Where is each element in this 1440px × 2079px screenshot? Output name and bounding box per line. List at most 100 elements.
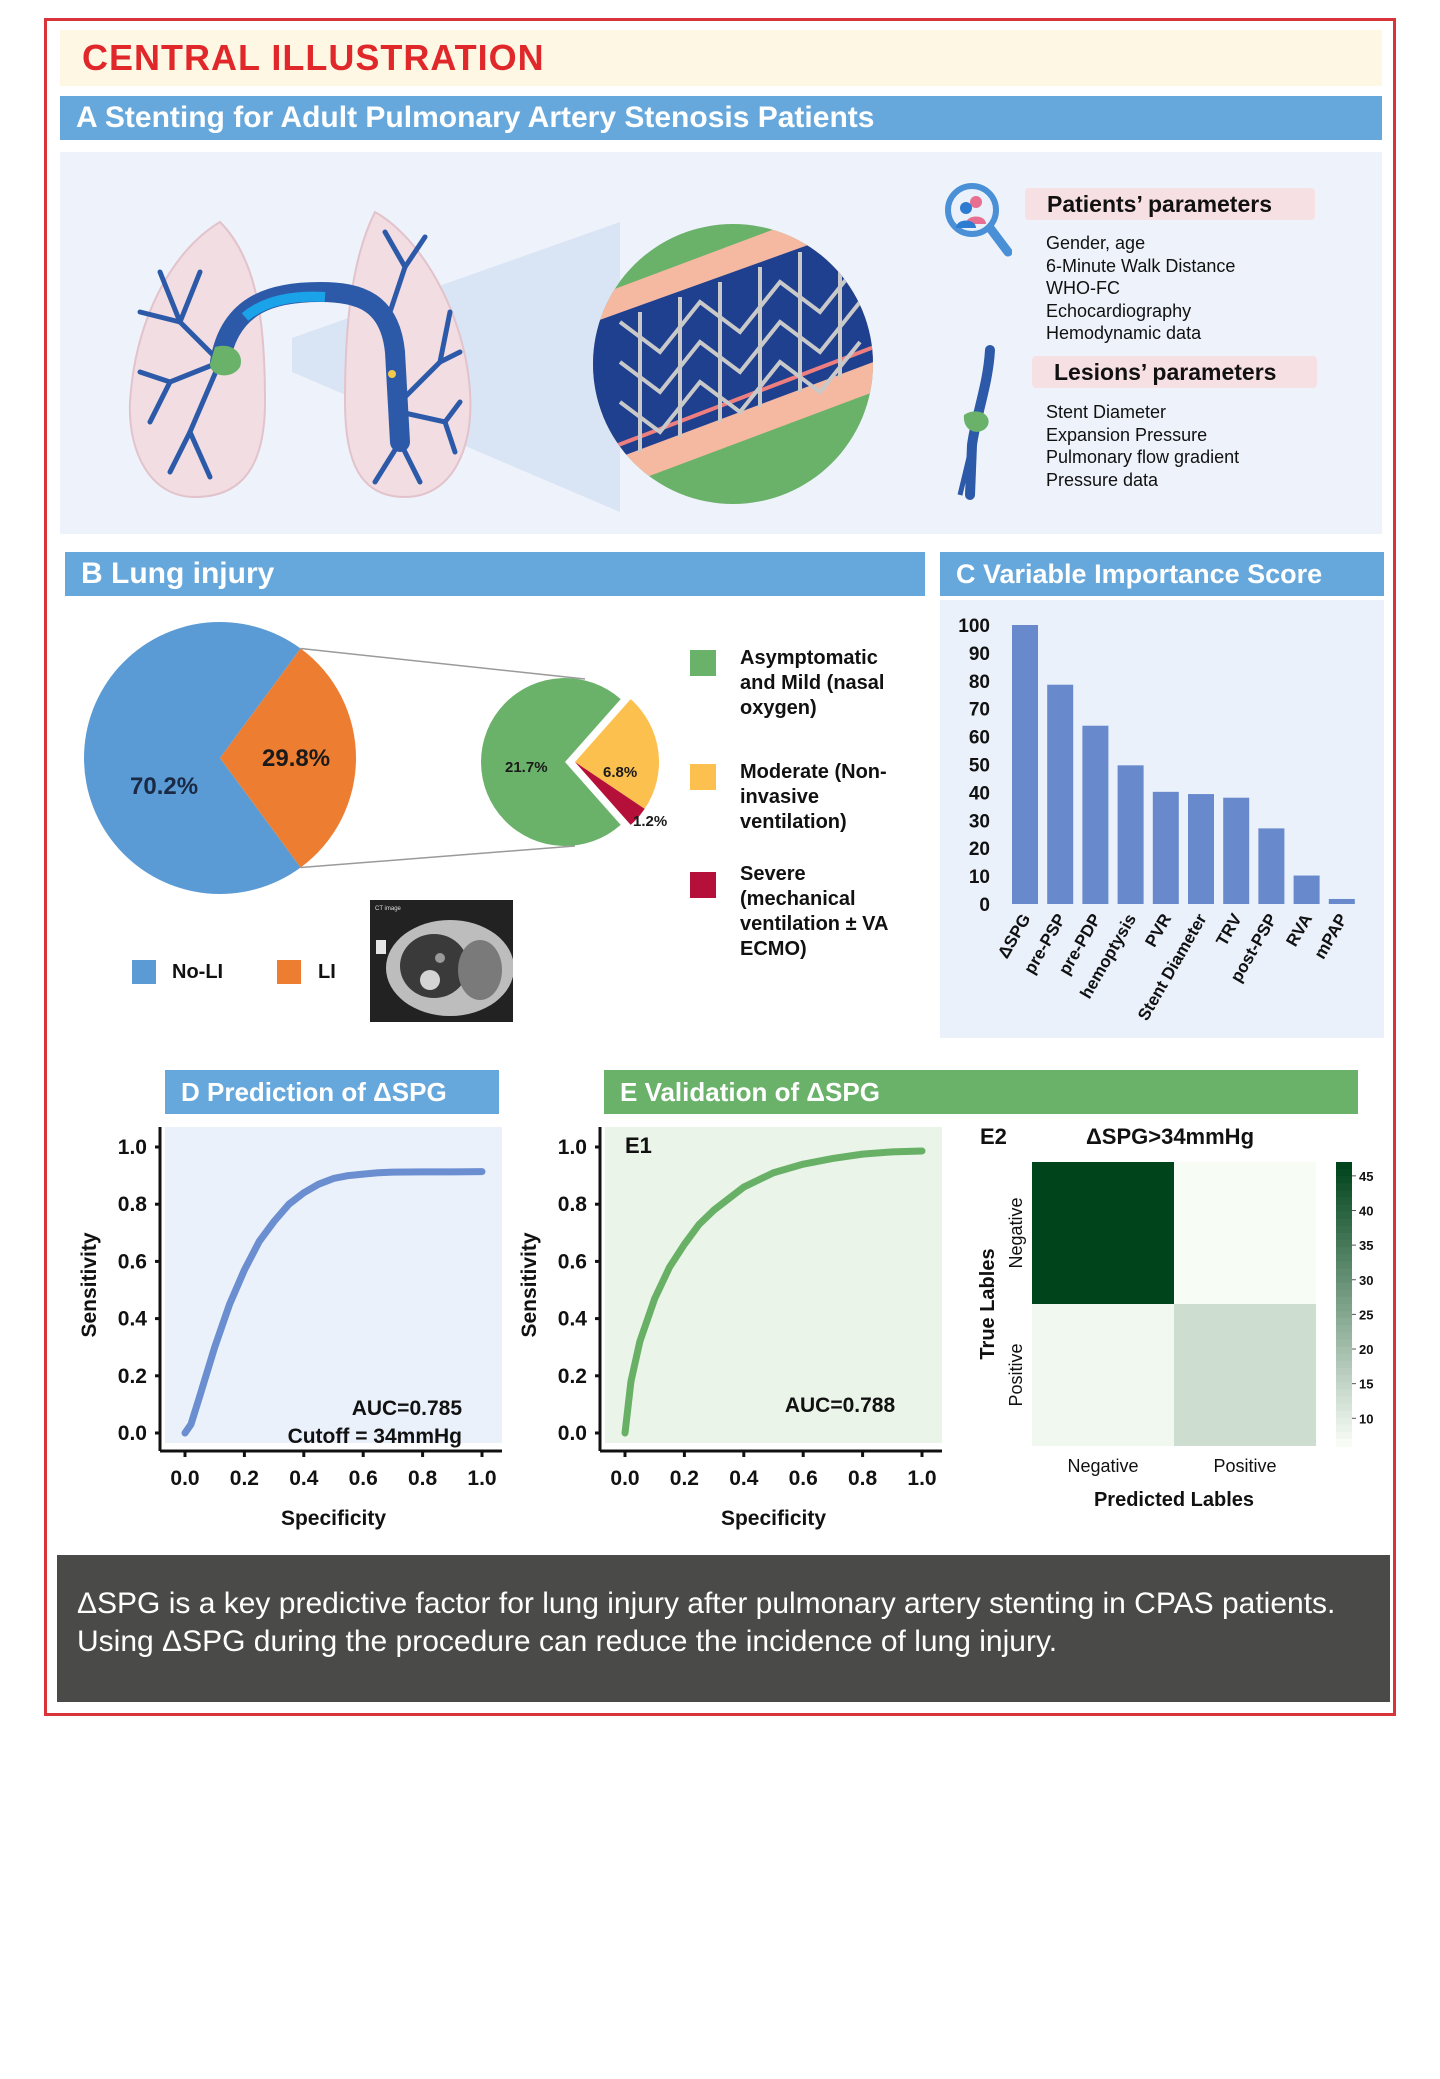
x-tick-label: RVA — [1282, 911, 1316, 950]
bar-5 — [1188, 794, 1214, 904]
colorbar-segment — [1336, 1360, 1352, 1369]
roc-curve — [621, 1147, 926, 1437]
colorbar-tick-label: 15 — [1359, 1377, 1373, 1392]
panel-d-header: D Prediction of ΔSPG — [165, 1070, 499, 1114]
x-tick-label: 0.0 — [170, 1467, 199, 1490]
colorbar-segment — [1336, 1318, 1352, 1327]
pie-label-mild: 21.7% — [505, 759, 548, 776]
y-tick-label: 1.0 — [558, 1136, 587, 1159]
colorbar-tick-label: 30 — [1359, 1273, 1373, 1288]
panel-c-header: C Variable Importance Score — [940, 552, 1384, 596]
x-tick-label: 1.0 — [907, 1467, 936, 1490]
y-axis-label: Sensitivity — [518, 1232, 541, 1337]
colorbar-segment — [1336, 1190, 1352, 1199]
heatmap-cell-1-1 — [1174, 1304, 1316, 1446]
pie-label-no-li: 70.2% — [130, 773, 198, 800]
y-tick-label: 0.8 — [118, 1193, 148, 1216]
colorbar-segment — [1336, 1296, 1352, 1305]
bar-7 — [1258, 828, 1285, 904]
x-axis-label: Specificity — [281, 1507, 386, 1530]
y-axis-label: True Lables — [977, 1248, 999, 1359]
roc-curve — [181, 1168, 486, 1437]
legend-label-severe: Severe (mechanical ventilation ± VA ECMO… — [740, 863, 888, 960]
colorbar-segment — [1336, 1339, 1352, 1348]
bar-0 — [1012, 625, 1038, 904]
x-tick-label: 0.0 — [610, 1467, 639, 1490]
colorbar-segment — [1336, 1431, 1352, 1440]
colorbar-tick-label: 45 — [1359, 1169, 1373, 1184]
pie-slice-no-li — [84, 622, 301, 894]
pie-slice-li — [220, 648, 356, 868]
x-tick-label: Positive — [1213, 1456, 1276, 1476]
legend-swatch-moderate — [690, 764, 716, 790]
colorbar-segment — [1336, 1410, 1352, 1419]
x-tick-label: PVR — [1141, 911, 1175, 951]
ct-image-label: CT image — [375, 906, 402, 912]
colorbar-segment — [1336, 1282, 1352, 1291]
pie-label-moderate: 6.8% — [603, 764, 637, 781]
y-tick-label: 0.2 — [558, 1365, 587, 1388]
confusion-matrix-chart: E2 ΔSPG>34mmHg Negative Positive Negative Pos… — [977, 1124, 1373, 1511]
colorbar-segment — [1336, 1389, 1352, 1398]
x-tick-label: 0.2 — [670, 1467, 699, 1490]
patients-parameter-item: 6-Minute Walk Distance — [1046, 255, 1236, 276]
bar-8 — [1293, 875, 1320, 904]
x-tick-label: Stent Diameter — [1134, 910, 1211, 1024]
y-tick-label: Positive — [1006, 1343, 1026, 1406]
colorbar-segment — [1336, 1346, 1352, 1355]
y-tick-label: 80 — [969, 672, 990, 693]
y-tick-label: 0.4 — [118, 1308, 148, 1331]
y-tick-label: 10 — [969, 867, 990, 888]
y-tick-label: 90 — [969, 644, 990, 665]
colorbar-tick-label: 35 — [1359, 1238, 1373, 1253]
x-axis-label: Predicted Lables — [1094, 1489, 1254, 1511]
pie-label-li: 29.8% — [262, 745, 330, 772]
y-tick-label: Negative — [1006, 1197, 1026, 1268]
colorbar-segment — [1336, 1275, 1352, 1284]
legend-label-li: LI — [318, 961, 336, 983]
patients-parameter-item: WHO-FC — [1046, 278, 1120, 298]
colorbar-segment — [1336, 1218, 1352, 1227]
roc-prediction-chart: 0.0 0.2 0.4 0.6 0.8 1.0 0.0 0.2 0.4 0.6 0.8 1.0 Spec… — [78, 1127, 502, 1530]
x-tick-label: 0.6 — [349, 1467, 378, 1490]
colorbar-segment — [1336, 1254, 1352, 1263]
colorbar-segment — [1336, 1396, 1352, 1405]
colorbar-segment — [1336, 1233, 1352, 1242]
roc-annotation: Cutoff = 34mmHg — [288, 1425, 462, 1448]
y-axis-label: Sensitivity — [78, 1232, 101, 1337]
x-axis-label: Specificity — [721, 1507, 826, 1530]
figure-frame — [44, 18, 1396, 1716]
colorbar-segment — [1336, 1169, 1352, 1178]
y-tick-label: 0.2 — [118, 1365, 147, 1388]
legend-label-moderate: Moderate (Non-invasive ventilation) — [740, 761, 887, 833]
y-tick-label: 1.0 — [118, 1136, 147, 1159]
colorbar-segment — [1336, 1197, 1352, 1206]
colorbar-segment — [1336, 1204, 1352, 1213]
x-tick-label: 0.8 — [848, 1467, 878, 1490]
y-tick-label: 0.0 — [558, 1422, 587, 1445]
y-tick-label: 0.0 — [118, 1422, 147, 1445]
x-tick-label: 0.8 — [408, 1467, 438, 1490]
patients-parameter-item: Echocardiography — [1046, 300, 1192, 321]
lesions-parameter-item: Stent Diameter — [1046, 402, 1167, 422]
patients-parameter-item: Gender, age — [1046, 233, 1146, 253]
lung-injury-pies: 70.2% 29.8% 21.7% 6.8% 1.2% — [84, 622, 667, 894]
y-tick-label: 20 — [969, 839, 990, 860]
panel-subtitle: E2 — [980, 1124, 1007, 1149]
patients-parameters-list: Gender, age 6-Minute Walk Distance WHO-F… — [1046, 232, 1235, 345]
bar-6 — [1223, 797, 1250, 904]
stent-magnified-icon — [593, 224, 873, 504]
colorbar-segment — [1336, 1211, 1352, 1220]
legend-swatch-no-li — [132, 960, 156, 984]
roc-validation-chart: 0.0 0.2 0.4 0.6 0.8 1.0 0.0 0.2 0.4 0.6 0.8 1.0 Spec… — [518, 1127, 942, 1530]
legend-label-no-li: No-LI — [172, 961, 224, 983]
colorbar-segment — [1336, 1311, 1352, 1320]
pie-slice-moderate — [575, 699, 659, 809]
lesions-parameters-list: Stent Diameter Expansion Pressure Pulmon… — [1046, 401, 1239, 491]
bar-1 — [1047, 684, 1074, 904]
stent-illustration — [128, 210, 873, 512]
x-tick-label: 0.4 — [289, 1467, 319, 1490]
colorbar-segment — [1336, 1268, 1352, 1277]
colorbar-segment — [1336, 1332, 1352, 1341]
colorbar-tick-label: 25 — [1359, 1307, 1373, 1322]
